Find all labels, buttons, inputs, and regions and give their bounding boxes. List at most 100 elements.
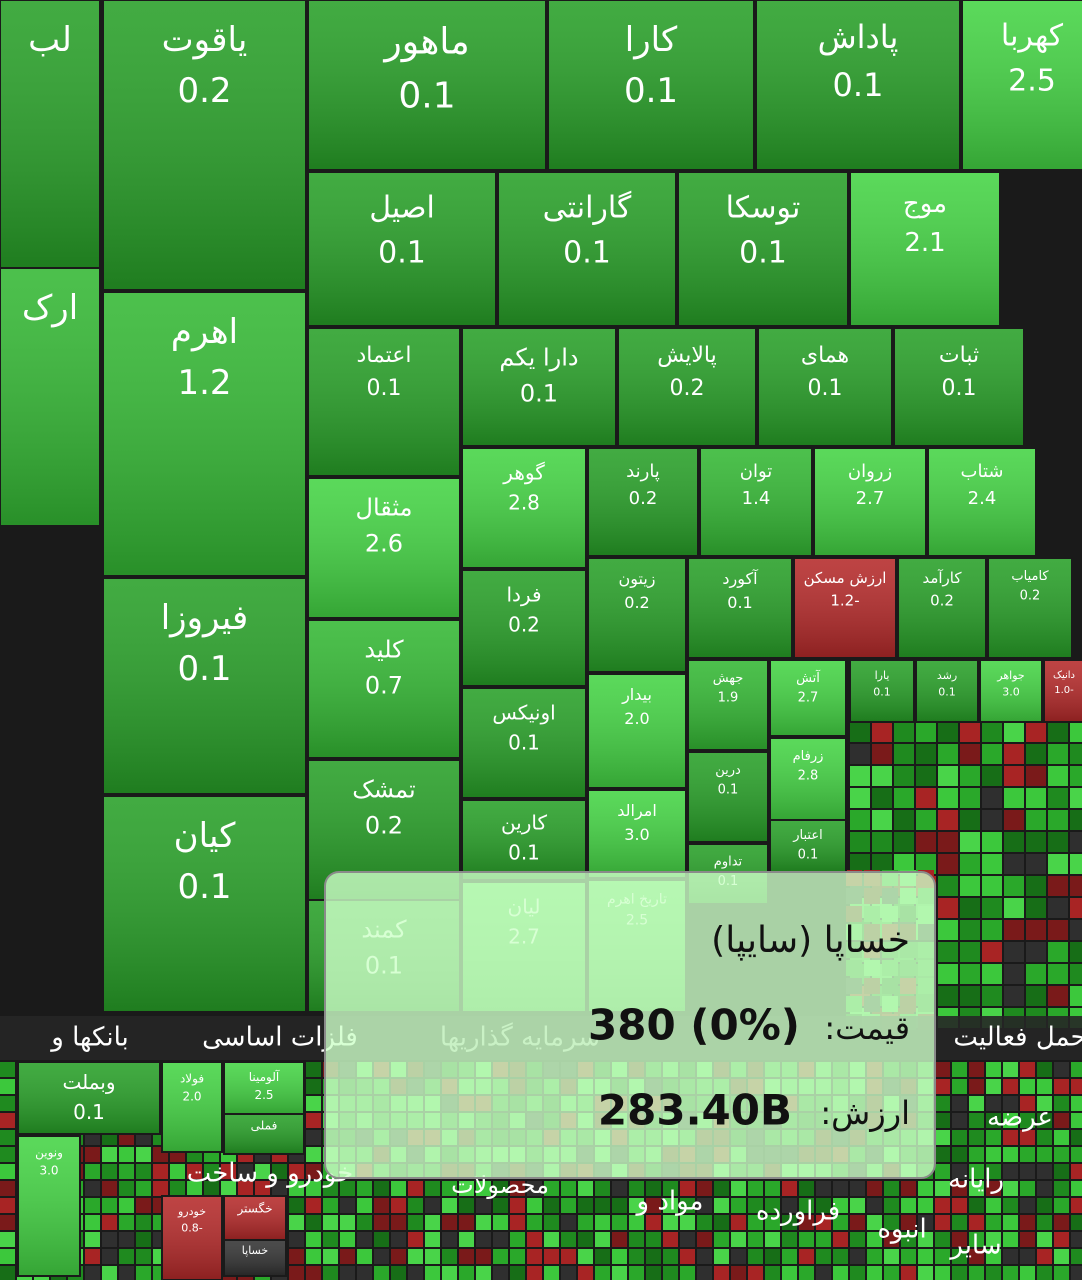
- small-tile: [850, 1266, 865, 1280]
- tile-symbol: گوهر: [502, 461, 545, 485]
- small-tile: [1071, 1130, 1082, 1145]
- small-tile: [894, 832, 914, 852]
- small-tile: [1026, 854, 1046, 874]
- tile-symbol: خودرو: [177, 1205, 206, 1218]
- small-tile: [1037, 1198, 1052, 1213]
- small-tile: [1071, 1215, 1082, 1230]
- sector-label: عرضه: [987, 1103, 1053, 1133]
- tile-symbol: کارین: [501, 811, 548, 835]
- tile-symbol: اهرم: [171, 312, 238, 352]
- small-tile: [629, 1249, 644, 1264]
- tile-symbol: ونوین: [35, 1146, 63, 1161]
- small-tile: [527, 1232, 542, 1247]
- small-tile: [629, 1181, 644, 1196]
- tile-change: 1.0-: [1054, 685, 1074, 696]
- small-tile: [340, 1266, 355, 1280]
- small-tile: [561, 1249, 576, 1264]
- small-tile: [340, 1198, 355, 1213]
- sector-label: حمل فعالیت: [953, 1023, 1082, 1053]
- small-tile: [255, 1164, 270, 1179]
- small-tile: [646, 1249, 661, 1264]
- small-tile: [1048, 832, 1068, 852]
- small-tile: [918, 1215, 933, 1230]
- small-tile: [459, 1181, 474, 1196]
- price-label: قیمت:: [824, 1009, 910, 1047]
- tile-shade: [771, 821, 845, 871]
- small-tile: [0, 1062, 15, 1077]
- tile-symbol: کیان: [174, 816, 237, 856]
- small-tile: [1004, 722, 1024, 742]
- small-tile: [510, 1266, 525, 1280]
- small-tile: [306, 1215, 321, 1230]
- small-tile: [850, 832, 870, 852]
- small-tile: [986, 1147, 1001, 1162]
- small-tile: [782, 1181, 797, 1196]
- small-tile: [1003, 1147, 1018, 1162]
- small-tile: [1026, 986, 1046, 1006]
- small-tile: [1070, 766, 1082, 786]
- small-tile: [0, 1079, 15, 1094]
- small-tile: [850, 1249, 865, 1264]
- small-tile: [136, 1164, 151, 1179]
- small-tile: [612, 1215, 627, 1230]
- tile-symbol: ثبات: [939, 343, 979, 368]
- small-tile: [1071, 1062, 1082, 1077]
- small-tile: [85, 1164, 100, 1179]
- small-tile: [1071, 1164, 1082, 1179]
- small-tile: [85, 1249, 100, 1264]
- tile-change: 0.1: [739, 236, 787, 271]
- small-tile: [408, 1232, 423, 1247]
- small-tile: [527, 1249, 542, 1264]
- tile-shade: [917, 661, 977, 721]
- small-tile: [894, 744, 914, 764]
- small-tile: [969, 1215, 984, 1230]
- small-tile: [816, 1198, 831, 1213]
- small-tile: [1020, 1062, 1035, 1077]
- small-tile: [986, 1062, 1001, 1077]
- tile-shade: [104, 797, 305, 1011]
- small-tile: [374, 1215, 389, 1230]
- small-tile: [1070, 986, 1082, 1006]
- small-tile: [136, 1181, 151, 1196]
- tile-symbol: آلومینا: [249, 1069, 280, 1085]
- small-tile: [425, 1249, 440, 1264]
- small-tile: [476, 1249, 491, 1264]
- small-tile: [119, 1215, 134, 1230]
- small-tile: [731, 1249, 746, 1264]
- small-tile: [765, 1249, 780, 1264]
- small-tile: [748, 1198, 763, 1213]
- small-tile: [1070, 920, 1082, 940]
- small-tile: [1048, 722, 1068, 742]
- tile-change: 0.1: [73, 1100, 105, 1124]
- small-tile: [697, 1266, 712, 1280]
- small-tile: [938, 788, 958, 808]
- tile-symbol: زرفام: [793, 749, 824, 764]
- tile-change: 0.1: [718, 782, 739, 797]
- small-tile: [510, 1232, 525, 1247]
- small-tile: [1071, 1147, 1082, 1162]
- small-tile: [459, 1266, 474, 1280]
- tile-change: 0.1: [938, 686, 956, 699]
- tile-change: 0.1: [378, 236, 426, 271]
- small-tile: [969, 1130, 984, 1145]
- small-tile: [867, 1249, 882, 1264]
- small-tile: [0, 1249, 15, 1264]
- small-tile: [935, 1147, 950, 1162]
- small-tile: [408, 1181, 423, 1196]
- small-tile: [982, 832, 1002, 852]
- small-tile: [986, 1215, 1001, 1230]
- tile-shade: [309, 1, 545, 169]
- small-tile: [850, 1181, 865, 1196]
- small-tile: [357, 1198, 372, 1213]
- tile-symbol: همای: [801, 343, 849, 368]
- small-tile: [986, 1232, 1001, 1247]
- tile-shade: [981, 661, 1041, 721]
- small-tile: [1048, 986, 1068, 1006]
- small-tile: [765, 1198, 780, 1213]
- small-tile: [816, 1232, 831, 1247]
- small-tile: [119, 1164, 134, 1179]
- small-tile: [85, 1266, 100, 1280]
- tile-shade: [463, 801, 585, 879]
- small-tile: [1003, 1130, 1018, 1145]
- small-tile: [714, 1249, 729, 1264]
